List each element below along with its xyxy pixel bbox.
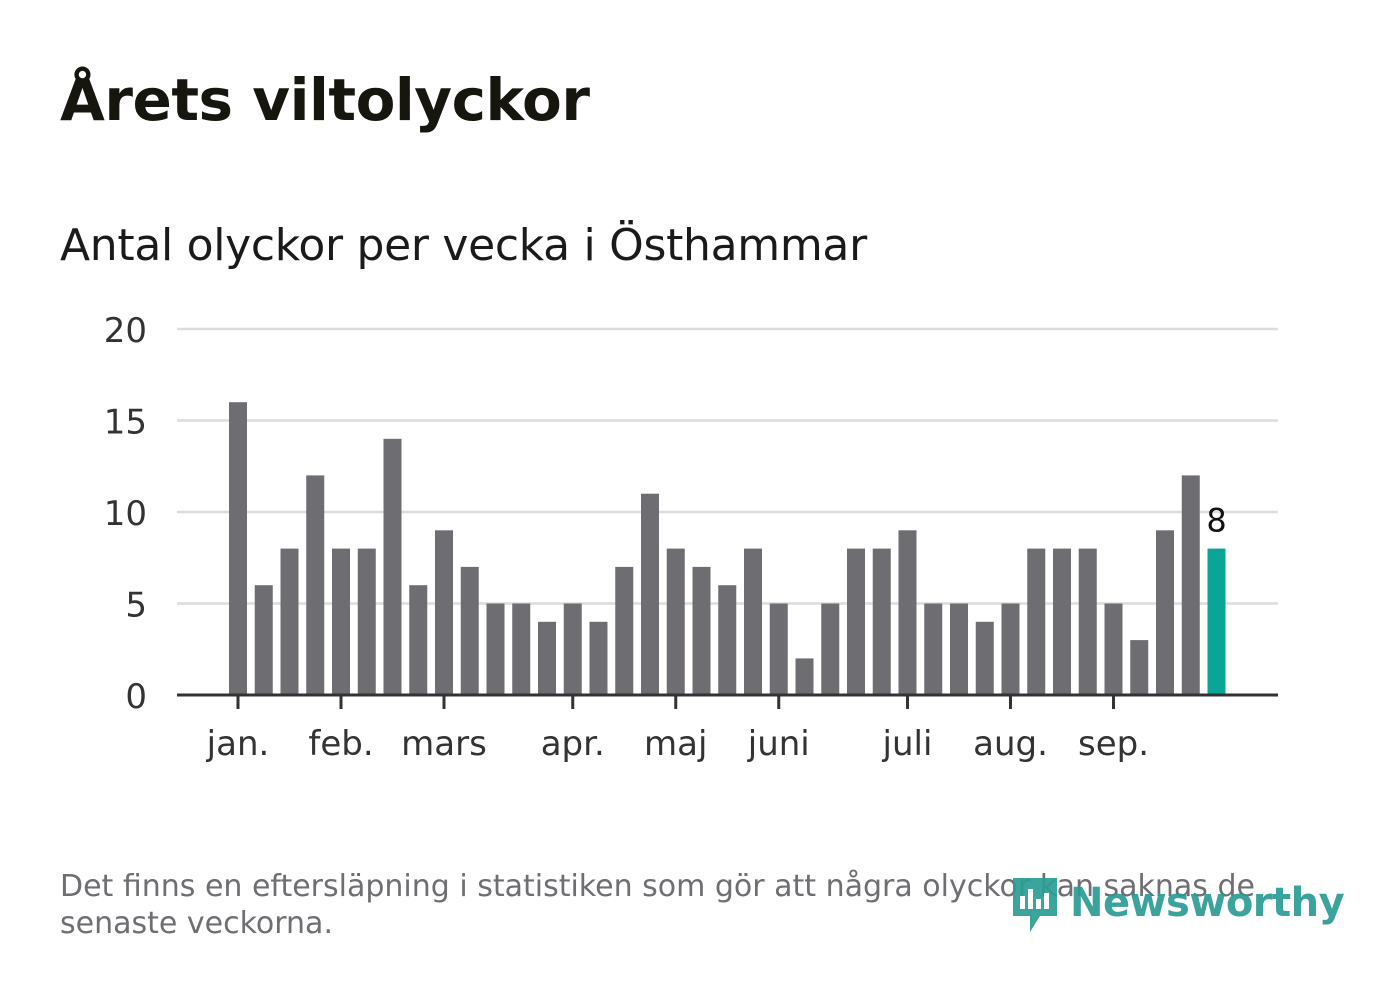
bar	[795, 658, 814, 695]
bar	[692, 566, 711, 695]
y-tick-label: 0	[125, 677, 147, 717]
chart-title: Årets viltolyckor	[60, 66, 590, 134]
x-tick-label: jan.	[206, 724, 270, 764]
bar	[229, 402, 247, 695]
x-tick-label: feb.	[308, 724, 373, 764]
bar	[1001, 603, 1020, 695]
bar	[512, 603, 531, 695]
x-axis-ticks: jan. feb. mars apr. maj juni juli aug. sep.	[206, 695, 1149, 764]
bar	[409, 585, 428, 695]
x-tick-label: maj	[644, 724, 707, 764]
bar	[1053, 548, 1071, 695]
bar	[486, 603, 505, 695]
bar	[589, 621, 608, 695]
x-tick-label: aug.	[973, 724, 1048, 764]
bar	[1130, 640, 1149, 695]
bar	[280, 548, 299, 695]
bar	[821, 603, 840, 695]
y-tick-label: 5	[125, 586, 147, 626]
bar	[950, 603, 968, 695]
bar-value-label: 8	[1206, 502, 1226, 540]
bar	[357, 548, 376, 695]
x-tick-label: juli	[882, 724, 933, 764]
bar	[1181, 475, 1200, 695]
x-tick-label: juni	[747, 724, 810, 764]
bar	[615, 566, 634, 695]
bar	[872, 548, 891, 695]
bar	[254, 585, 273, 695]
y-tick-label: 10	[104, 494, 147, 534]
bar	[744, 548, 762, 695]
bar	[898, 530, 917, 695]
bar	[563, 603, 582, 695]
bar	[538, 621, 556, 695]
bar	[666, 548, 685, 695]
bar	[924, 603, 943, 695]
bar	[435, 530, 453, 695]
chart-subtitle: Antal olyckor per vecka i Östhammar	[60, 220, 867, 271]
y-tick-label: 20	[104, 311, 147, 351]
bar	[718, 585, 737, 695]
bars	[229, 402, 1226, 695]
y-axis-ticks: 0 5 10 15 20	[104, 311, 147, 717]
x-tick-label: apr.	[541, 724, 605, 764]
data-labels: 8	[1206, 502, 1226, 540]
bar	[1156, 530, 1174, 695]
x-tick-label: mars	[401, 724, 487, 764]
y-tick-label: 15	[104, 403, 147, 443]
bar	[383, 438, 402, 695]
bar	[1104, 603, 1123, 695]
bar	[769, 603, 788, 695]
bar	[306, 475, 325, 695]
newsworthy-logo-icon	[1013, 878, 1057, 932]
brand-name: Newsworthy	[1070, 880, 1345, 926]
bar	[332, 548, 350, 695]
x-tick-label: sep.	[1078, 724, 1149, 764]
bar	[975, 621, 994, 695]
bar-highlight	[1207, 548, 1226, 695]
bar	[1027, 548, 1046, 695]
bar	[460, 566, 479, 695]
bar	[1078, 548, 1097, 695]
bar	[847, 548, 865, 695]
brand-logo: Newsworthy	[1010, 872, 1345, 934]
bar	[641, 493, 659, 695]
